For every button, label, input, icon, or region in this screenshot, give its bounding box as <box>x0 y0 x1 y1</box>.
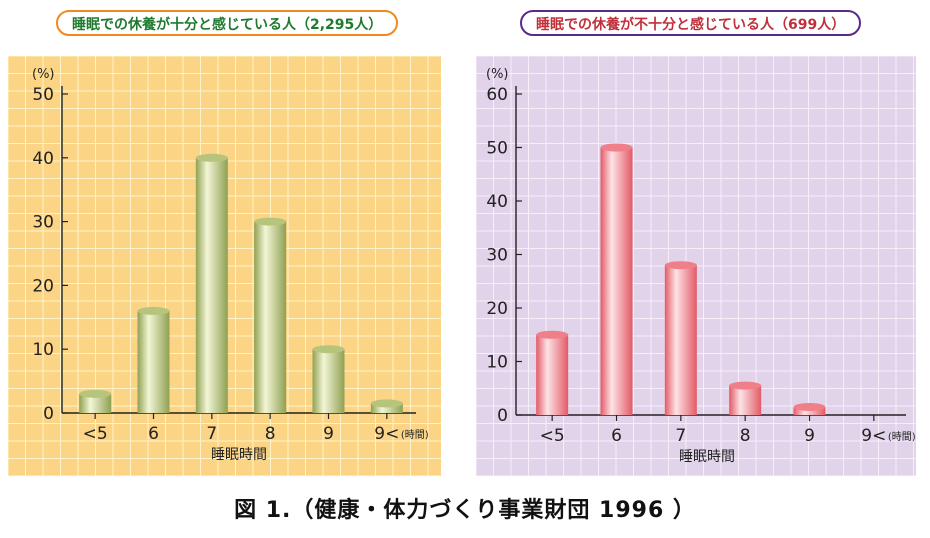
bar <box>536 334 569 415</box>
x-tick-label: <5 <box>540 426 565 446</box>
y-tick-label: 40 <box>486 192 508 212</box>
bar <box>793 406 826 415</box>
y-axis-label: (%) <box>32 67 55 82</box>
chart-title-right: 睡眠での休養が不十分と感じている人（699人） <box>520 10 862 36</box>
bar-top <box>312 345 345 354</box>
bar <box>195 157 228 413</box>
y-tick-label: 20 <box>486 299 508 319</box>
x-tick-label: 7 <box>675 426 686 446</box>
bar <box>312 349 345 413</box>
x-tick-label: 7 <box>206 424 217 444</box>
y-tick-label: 30 <box>486 246 508 266</box>
x-tick-label: 6 <box>148 424 159 444</box>
x-tick-label: <5 <box>83 424 108 444</box>
y-tick-label: 50 <box>32 85 54 105</box>
bar-chart-right: 0 10 20 30 40 50 60 (%) <5 6 7 8 9 9< (時間) 睡眠時間 <box>476 56 916 476</box>
bar <box>600 147 633 415</box>
y-tick-label: 40 <box>32 149 54 169</box>
bar <box>254 221 287 413</box>
x-tick-label: 9 <box>804 426 815 446</box>
x-axis-label: 睡眠時間 <box>679 449 735 465</box>
bar-top <box>137 306 170 315</box>
bar-top <box>195 153 228 162</box>
figure-caption: 図 1.（健康・体力づくり事業財団 1996 ） <box>234 498 696 523</box>
chart-title-left: 睡眠での休養が十分と感じている人（2,295人） <box>56 10 399 36</box>
chart-panel-right: 0 10 20 30 40 50 60 (%) <5 6 7 8 9 9< (時間) 睡眠時間 <box>476 56 916 476</box>
x-tick-label: 9< <box>374 424 399 444</box>
bar <box>729 385 762 415</box>
y-tick-label: 0 <box>497 406 508 426</box>
chart-panel-left: 0 10 20 30 40 50 (%) <5 6 7 8 9 9< (時間) 睡眠時間 <box>8 56 441 476</box>
x-axis-label: 睡眠時間 <box>211 447 267 463</box>
x-unit-label: (時間) <box>401 429 429 441</box>
bar-top <box>793 402 826 411</box>
y-tick-label: 60 <box>486 85 508 105</box>
bar <box>79 393 112 413</box>
x-tick-label: 9< <box>861 426 886 446</box>
bar <box>664 265 697 415</box>
bar <box>137 310 170 413</box>
bar-top <box>729 381 762 390</box>
y-tick-label: 10 <box>486 353 508 373</box>
bar-top <box>254 217 287 226</box>
bar-top <box>536 330 569 339</box>
y-tick-label: 20 <box>32 276 54 296</box>
bar-top <box>600 143 633 152</box>
x-unit-label: (時間) <box>888 431 916 443</box>
x-tick-label: 8 <box>740 426 751 446</box>
y-axis-label: (%) <box>486 67 509 82</box>
bar-top <box>370 399 403 408</box>
y-tick-label: 30 <box>32 213 54 233</box>
x-tick-label: 8 <box>265 424 276 444</box>
y-tick-label: 10 <box>32 340 54 360</box>
bar <box>370 403 403 413</box>
x-tick-label: 9 <box>323 424 334 444</box>
y-tick-label: 50 <box>486 139 508 159</box>
bar-top <box>664 261 697 270</box>
bar-chart-left: 0 10 20 30 40 50 (%) <5 6 7 8 9 9< (時間) 睡眠時間 <box>8 56 441 476</box>
bar-top <box>79 389 112 398</box>
x-tick-label: 6 <box>611 426 622 446</box>
y-tick-label: 0 <box>43 404 54 424</box>
